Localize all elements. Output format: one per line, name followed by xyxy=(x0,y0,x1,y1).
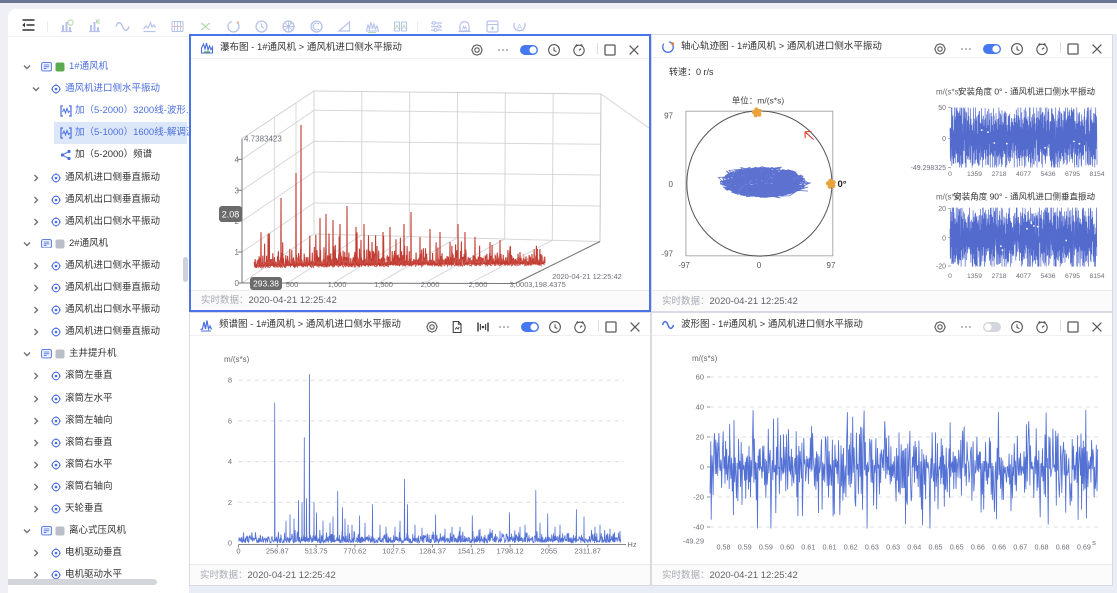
svg-text:安装角度 90° - 通风机进口侧垂直振动: 安装角度 90° - 通风机进口侧垂直振动 xyxy=(953,192,1095,202)
svg-text:0: 0 xyxy=(700,463,704,472)
svg-text:1284.37: 1284.37 xyxy=(419,547,446,556)
svg-text:513.75: 513.75 xyxy=(305,547,328,556)
svg-text:0.63: 0.63 xyxy=(886,543,900,552)
svg-text:4077: 4077 xyxy=(1016,273,1031,280)
svg-text:0: 0 xyxy=(757,261,762,270)
svg-text:5436: 5436 xyxy=(1040,171,1055,178)
svg-text:-49.298325: -49.298325 xyxy=(911,165,947,172)
svg-text:A: A xyxy=(517,24,522,31)
svg-text:0°: 0° xyxy=(838,179,847,190)
svg-text:0.63: 0.63 xyxy=(865,543,879,552)
svg-text:-20: -20 xyxy=(936,264,946,271)
svg-text:1,500: 1,500 xyxy=(374,280,393,289)
svg-text:1541.25: 1541.25 xyxy=(458,547,485,556)
svg-text:293.38: 293.38 xyxy=(253,279,279,289)
svg-text:0.61: 0.61 xyxy=(801,543,815,552)
svg-text:0: 0 xyxy=(948,171,952,178)
svg-text:0: 0 xyxy=(942,236,946,243)
svg-text:97: 97 xyxy=(827,261,836,270)
svg-text:20: 20 xyxy=(696,433,704,442)
svg-text:2055: 2055 xyxy=(541,547,558,556)
svg-text:0.69: 0.69 xyxy=(1077,543,1091,552)
svg-text:770.62: 770.62 xyxy=(343,547,366,556)
svg-text:0.61: 0.61 xyxy=(823,543,837,552)
svg-text:-97: -97 xyxy=(661,250,673,259)
svg-text:m/(s*s): m/(s*s) xyxy=(692,354,718,363)
svg-text:8: 8 xyxy=(228,376,232,385)
svg-text:0.68: 0.68 xyxy=(1056,543,1070,552)
svg-text:6: 6 xyxy=(228,416,232,425)
svg-text:500: 500 xyxy=(286,280,299,289)
svg-text:0.66: 0.66 xyxy=(992,543,1006,552)
svg-text:3,198.4375: 3,198.4375 xyxy=(528,280,566,289)
svg-text:5436: 5436 xyxy=(1040,273,1055,280)
svg-text:2.08: 2.08 xyxy=(222,210,240,220)
svg-text:256.87: 256.87 xyxy=(266,547,289,556)
svg-text:2311.87: 2311.87 xyxy=(574,547,601,556)
svg-text:3: 3 xyxy=(235,186,240,195)
svg-text:1359: 1359 xyxy=(967,171,982,178)
svg-text:2,000: 2,000 xyxy=(421,280,440,289)
svg-text:0: 0 xyxy=(942,136,946,143)
svg-text:20: 20 xyxy=(938,206,946,213)
svg-text:3,000: 3,000 xyxy=(510,280,529,289)
svg-text:0.60: 0.60 xyxy=(780,543,794,552)
svg-text:m/(s*s): m/(s*s) xyxy=(936,193,962,202)
svg-text:0: 0 xyxy=(948,273,952,280)
svg-text:4077: 4077 xyxy=(1016,171,1031,178)
svg-text:60: 60 xyxy=(696,373,704,382)
svg-text:0: 0 xyxy=(669,180,674,189)
svg-text:0: 0 xyxy=(235,279,240,288)
svg-text:s: s xyxy=(1092,538,1096,547)
svg-text:2,500: 2,500 xyxy=(469,280,488,289)
svg-text:2718: 2718 xyxy=(991,171,1006,178)
svg-text:8154: 8154 xyxy=(1089,171,1104,178)
svg-text:0.65: 0.65 xyxy=(929,543,943,552)
svg-text:转速：0 r/s: 转速：0 r/s xyxy=(669,66,714,77)
svg-text:2020-04-21 12:25:42: 2020-04-21 12:25:42 xyxy=(552,272,622,281)
svg-text:97: 97 xyxy=(664,112,673,121)
svg-text:50: 50 xyxy=(938,105,946,112)
svg-text:4: 4 xyxy=(235,155,240,164)
svg-text:2718: 2718 xyxy=(991,273,1006,280)
svg-text:安装角度 0° - 通风机进口侧水平振动: 安装角度 0° - 通风机进口侧水平振动 xyxy=(958,87,1096,97)
svg-text:6795: 6795 xyxy=(1065,273,1080,280)
svg-text:0: 0 xyxy=(236,547,240,556)
svg-text:1,000: 1,000 xyxy=(328,280,347,289)
svg-text:0.66: 0.66 xyxy=(971,543,985,552)
svg-text:1359: 1359 xyxy=(967,273,982,280)
svg-text:1798.12: 1798.12 xyxy=(497,547,524,556)
svg-text:6795: 6795 xyxy=(1065,171,1080,178)
svg-text:1: 1 xyxy=(235,248,240,257)
svg-text:0.65: 0.65 xyxy=(950,543,964,552)
svg-text:8154: 8154 xyxy=(1089,273,1104,280)
svg-text:-97: -97 xyxy=(678,261,690,270)
svg-text:0.67: 0.67 xyxy=(1013,543,1027,552)
svg-text:Hz: Hz xyxy=(627,540,636,549)
svg-text:0.68: 0.68 xyxy=(1035,543,1049,552)
svg-text:4.7383423: 4.7383423 xyxy=(244,135,282,144)
svg-text:-49.29: -49.29 xyxy=(683,536,704,545)
svg-text:0.58: 0.58 xyxy=(717,543,731,552)
svg-text:-20: -20 xyxy=(693,493,704,502)
svg-text:40: 40 xyxy=(696,403,704,412)
svg-text:4: 4 xyxy=(228,457,232,466)
svg-text:0.59: 0.59 xyxy=(759,543,773,552)
svg-text:2: 2 xyxy=(228,498,232,507)
svg-text:1027.5: 1027.5 xyxy=(382,547,405,556)
svg-text:0.64: 0.64 xyxy=(907,543,921,552)
svg-text:m/(s*s): m/(s*s) xyxy=(224,355,250,364)
svg-text:m/(s*s): m/(s*s) xyxy=(936,88,962,97)
svg-text:单位：m/(s*s): 单位：m/(s*s) xyxy=(732,96,785,106)
svg-text:-40: -40 xyxy=(693,523,704,532)
svg-text:0: 0 xyxy=(228,539,232,548)
svg-text:0.59: 0.59 xyxy=(738,543,752,552)
svg-text:0.62: 0.62 xyxy=(844,543,858,552)
